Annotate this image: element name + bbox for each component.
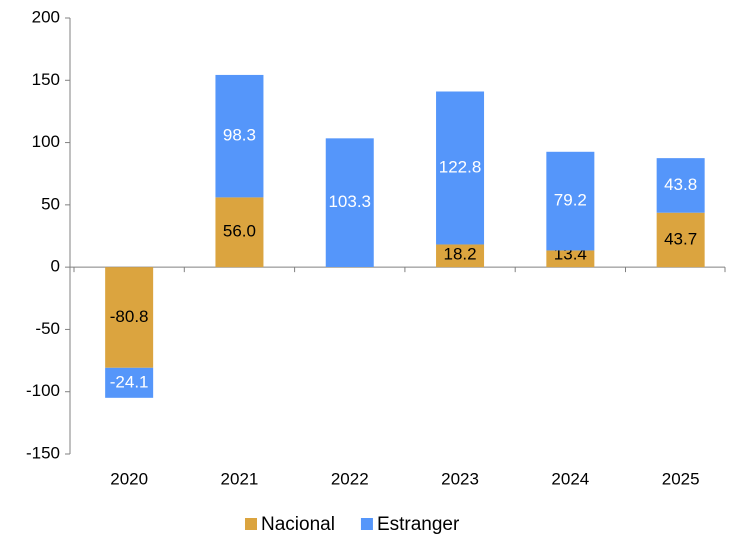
y-tick-label: -150 bbox=[26, 443, 60, 462]
data-label: 56.0 bbox=[223, 222, 256, 241]
y-tick-label: 50 bbox=[41, 194, 60, 213]
data-label: 43.8 bbox=[664, 175, 697, 194]
bar-segment bbox=[546, 250, 595, 268]
x-tick-label: 2024 bbox=[551, 469, 589, 488]
bar-segment bbox=[656, 158, 705, 213]
bar-segment bbox=[325, 138, 374, 268]
y-tick-label: 200 bbox=[32, 7, 60, 26]
x-tick-label: 2020 bbox=[110, 469, 148, 488]
data-label: 79.2 bbox=[554, 191, 587, 210]
data-label: -24.1 bbox=[110, 372, 149, 391]
x-tick-label: 2023 bbox=[441, 469, 479, 488]
legend-label: Nacional bbox=[261, 514, 335, 535]
x-tick-label: 2025 bbox=[662, 469, 700, 488]
bar-segment bbox=[546, 151, 595, 251]
x-tick-label: 2022 bbox=[331, 469, 369, 488]
bar-segment bbox=[105, 367, 154, 398]
data-label: 18.2 bbox=[444, 245, 477, 264]
data-label: 122.8 bbox=[439, 157, 482, 176]
y-tick-label: 100 bbox=[32, 132, 60, 151]
bar-segment bbox=[215, 74, 264, 198]
bar-segment bbox=[656, 212, 705, 268]
data-label: 43.7 bbox=[664, 229, 697, 248]
data-label: 98.3 bbox=[223, 126, 256, 145]
y-tick-label: -50 bbox=[35, 319, 60, 338]
bar-segment bbox=[105, 267, 154, 368]
data-label: 103.3 bbox=[328, 192, 371, 211]
data-label: -80.8 bbox=[110, 307, 149, 326]
y-tick-label: 0 bbox=[51, 257, 60, 276]
x-tick-label: 2021 bbox=[221, 469, 259, 488]
legend-swatch bbox=[360, 518, 373, 530]
bar-segment bbox=[215, 197, 264, 268]
legend-swatch bbox=[245, 518, 257, 530]
bar-segment bbox=[436, 91, 485, 245]
legend-label: Estranger bbox=[377, 514, 460, 535]
bar-segment bbox=[436, 244, 485, 268]
y-tick-label: -100 bbox=[26, 381, 60, 400]
y-tick-label: 150 bbox=[32, 70, 60, 89]
